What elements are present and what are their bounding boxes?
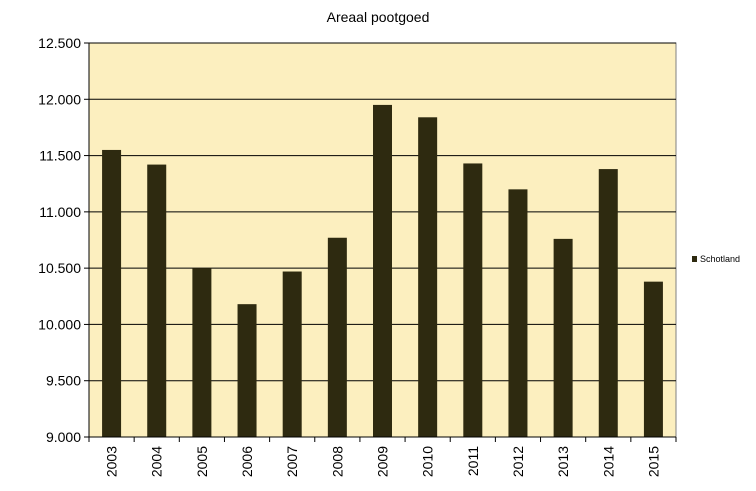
x-tick-label: 2004	[149, 446, 165, 477]
x-tick-label: 2013	[555, 446, 571, 477]
bar	[373, 104, 392, 438]
bar	[237, 304, 257, 437]
bar	[463, 163, 483, 438]
x-tick-label: 2011	[465, 446, 481, 476]
x-tick-label: 2006	[239, 446, 255, 477]
y-tick-label: 9.500	[46, 373, 81, 389]
legend: Schotland	[692, 254, 740, 264]
y-tick-label: 11.500	[39, 148, 81, 164]
legend-label: Schotland	[700, 254, 740, 264]
y-tick-label: 9.000	[46, 429, 81, 445]
bar	[598, 169, 618, 437]
x-tick-label: 2012	[510, 446, 526, 477]
x-tick-label: 2003	[104, 446, 120, 477]
legend-swatch	[692, 256, 697, 262]
bar	[643, 281, 663, 437]
bar	[553, 238, 573, 437]
y-tick-label: 10.000	[38, 316, 81, 332]
bar	[327, 237, 347, 437]
x-tick-label: 2014	[600, 446, 616, 477]
bar	[418, 117, 438, 437]
y-tick-label: 12.500	[38, 35, 81, 51]
bar	[192, 268, 212, 437]
bar	[102, 149, 122, 437]
chart-title: Areaal pootgoed	[327, 9, 430, 25]
x-axis: 2003 2004 2005 2006 2007 2008 2009 2010 2011 2012…	[88, 436, 677, 477]
x-tick-label: 2008	[329, 446, 345, 477]
x-tick-label: 2015	[645, 446, 661, 477]
y-tick-label: 12.000	[38, 91, 81, 107]
x-tick-label: 2010	[420, 446, 436, 477]
bar	[147, 164, 167, 437]
bar	[508, 189, 528, 437]
x-tick-label: 2009	[375, 446, 391, 477]
bar	[282, 271, 302, 437]
x-tick-label: 2007	[284, 446, 300, 477]
bars	[102, 104, 663, 438]
y-tick-label: 11.000	[39, 204, 81, 220]
x-tick-label: 2005	[194, 446, 210, 477]
y-axis: 9.000 9.500 10.000 10.500 11.000 11.500 12.000…	[38, 35, 90, 445]
y-tick-label: 10.500	[38, 260, 81, 276]
